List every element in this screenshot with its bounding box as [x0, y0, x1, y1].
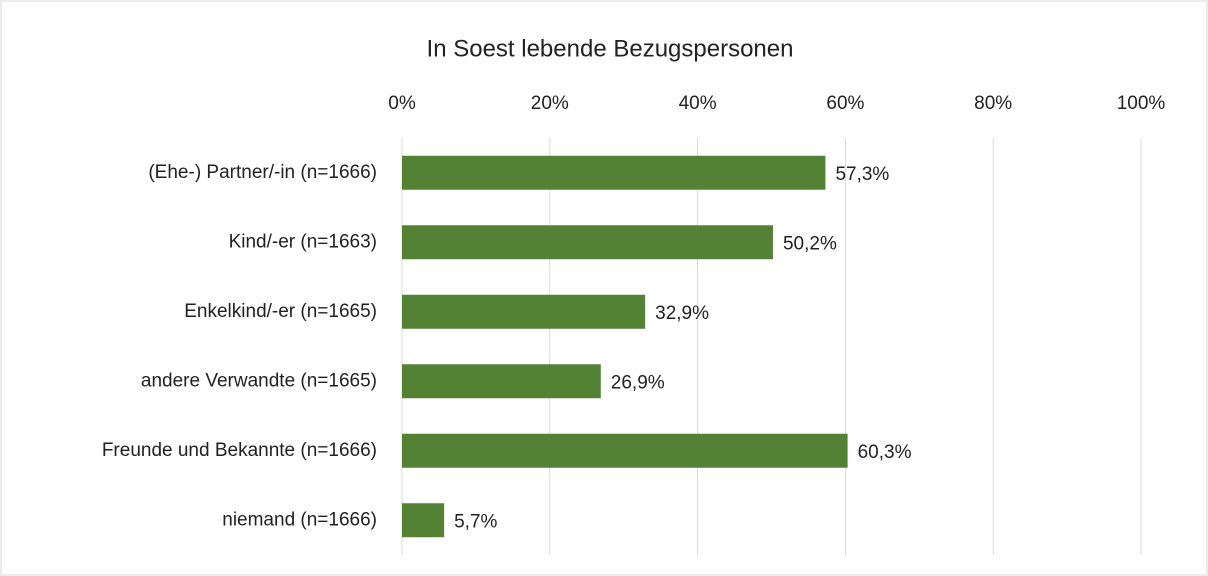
data-label: 32,9%: [655, 303, 709, 324]
data-label: 60,3%: [858, 442, 912, 463]
x-tick-label: 40%: [679, 93, 717, 114]
data-label: 26,9%: [611, 372, 665, 393]
y-tick-label: Freunde und Bekannte (n=1666): [102, 440, 377, 461]
bar: [402, 503, 445, 538]
y-tick-label: Kind/-er (n=1663): [229, 231, 377, 252]
chart-title: In Soest lebende Bezugspersonen: [427, 35, 794, 62]
bar: [402, 225, 773, 260]
y-tick-label: niemand (n=1666): [222, 509, 377, 530]
x-tick-label: 20%: [531, 93, 569, 114]
bar: [402, 433, 848, 468]
y-tick-label: andere Verwandte (n=1665): [141, 370, 377, 391]
data-label: 5,7%: [454, 511, 497, 532]
bar: [402, 364, 601, 399]
x-tick-label: 60%: [826, 93, 864, 114]
data-label: 50,2%: [783, 233, 837, 254]
y-tick-label: (Ehe-) Partner/-in (n=1666): [148, 162, 377, 183]
bar: [402, 294, 646, 329]
x-tick-label: 100%: [1117, 93, 1166, 114]
y-tick-label: Enkelkind/-er (n=1665): [184, 301, 377, 322]
data-label: 57,3%: [835, 164, 889, 185]
x-tick-label: 0%: [388, 93, 416, 114]
bar: [402, 155, 826, 190]
x-tick-label: 80%: [974, 93, 1012, 114]
